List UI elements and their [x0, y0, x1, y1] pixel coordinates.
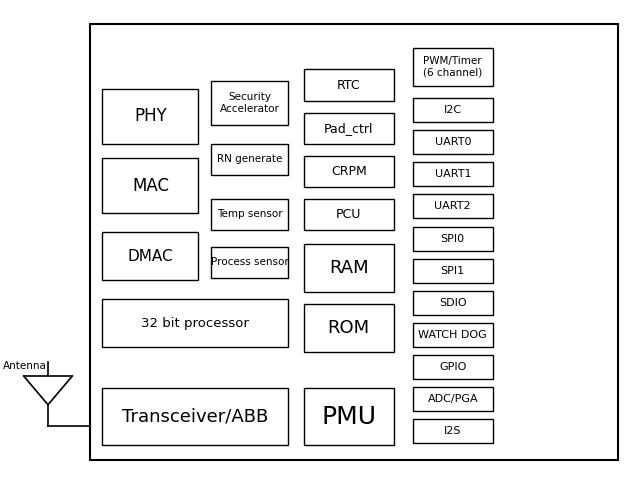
Bar	[102, 89, 198, 144]
Bar	[413, 98, 493, 122]
Bar	[102, 299, 288, 347]
Text: I2S: I2S	[444, 426, 461, 436]
Bar	[413, 194, 493, 218]
Bar	[413, 419, 493, 443]
Text: Process sensor: Process sensor	[211, 257, 289, 267]
Bar	[413, 387, 493, 411]
Text: ADC/PGA: ADC/PGA	[428, 394, 478, 404]
Bar	[211, 144, 288, 175]
Text: GPIO: GPIO	[439, 362, 467, 372]
Bar	[304, 199, 394, 230]
Text: WATCH DOG: WATCH DOG	[419, 330, 487, 340]
Text: Pad_ctrl: Pad_ctrl	[324, 122, 374, 135]
Text: PCU: PCU	[336, 208, 362, 221]
Text: Security
Accelerator: Security Accelerator	[220, 92, 280, 114]
Text: I2C: I2C	[444, 105, 462, 115]
Bar	[304, 69, 394, 101]
Text: Temp sensor: Temp sensor	[217, 209, 282, 219]
Bar	[102, 232, 198, 280]
Text: UART2: UART2	[435, 202, 471, 211]
Bar	[304, 388, 394, 445]
Bar	[211, 81, 288, 125]
Text: DMAC: DMAC	[127, 249, 173, 264]
Bar	[413, 48, 493, 86]
Text: PMU: PMU	[321, 405, 376, 429]
Text: SDIO: SDIO	[439, 298, 467, 308]
Bar	[90, 24, 618, 460]
Text: SPI0: SPI0	[441, 234, 465, 243]
Text: Antenna: Antenna	[3, 362, 47, 371]
Text: RN generate: RN generate	[217, 154, 282, 164]
Bar	[304, 304, 394, 352]
Bar	[102, 158, 198, 213]
Text: 32 bit processor: 32 bit processor	[141, 317, 249, 330]
Bar	[211, 199, 288, 230]
Text: PHY: PHY	[134, 107, 167, 125]
Bar	[413, 259, 493, 283]
Bar	[413, 355, 493, 379]
Text: RAM: RAM	[329, 259, 369, 277]
Bar	[413, 323, 493, 347]
Text: RTC: RTC	[337, 79, 360, 91]
Bar	[304, 113, 394, 144]
Text: Transceiver/ABB: Transceiver/ABB	[122, 408, 268, 426]
Bar	[211, 247, 288, 278]
Bar	[413, 162, 493, 186]
Text: PWM/Timer
(6 channel): PWM/Timer (6 channel)	[423, 56, 483, 78]
Text: UART1: UART1	[435, 170, 471, 179]
Text: SPI1: SPI1	[441, 266, 465, 275]
Bar	[413, 227, 493, 251]
Text: UART0: UART0	[435, 137, 471, 147]
Bar	[304, 244, 394, 292]
Bar	[304, 156, 394, 187]
Text: ROM: ROM	[328, 319, 370, 337]
Bar	[413, 291, 493, 315]
Text: MAC: MAC	[132, 177, 169, 194]
Bar	[413, 130, 493, 154]
Text: CRPM: CRPM	[331, 165, 367, 178]
Bar	[102, 388, 288, 445]
